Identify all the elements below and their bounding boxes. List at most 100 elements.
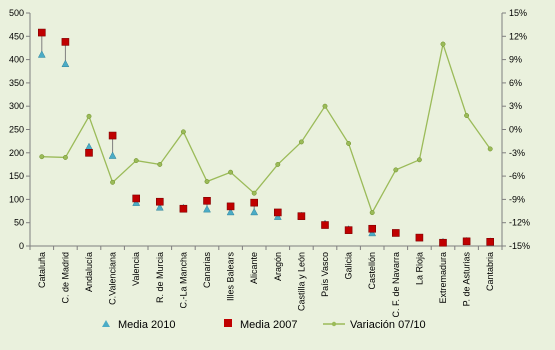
media-2010-point xyxy=(132,198,141,206)
x-tick-label: R. de Murcia xyxy=(155,252,165,303)
left-tick-label: 0 xyxy=(19,241,24,251)
left-tick-label: 300 xyxy=(9,101,24,111)
x-tick-label: Aragón xyxy=(273,252,283,281)
legend-marker-2010 xyxy=(102,320,110,327)
variation-point xyxy=(180,129,186,135)
media-2007-point xyxy=(61,38,70,46)
variation-point xyxy=(228,169,234,175)
x-tick-label: Castellón xyxy=(367,252,377,290)
variation-point xyxy=(322,103,328,109)
media-2010-point xyxy=(85,142,93,150)
right-tick-label: -6% xyxy=(509,171,525,181)
right-tick-label: -15% xyxy=(509,241,530,251)
right-tick-label: 9% xyxy=(509,55,522,65)
right-tick-label: 12% xyxy=(509,31,527,41)
variation-point xyxy=(133,158,139,164)
right-tick-label: 15% xyxy=(509,8,527,18)
x-tick-label: Alicante xyxy=(249,252,259,284)
right-tick-label: -9% xyxy=(509,194,525,204)
media-2007-point xyxy=(132,194,140,203)
x-tick-label: País Vasco xyxy=(320,252,330,297)
axes: 0 50 100 150 200 250 300 350 400 450 500 -15% -12% -9… xyxy=(9,8,530,318)
variation-point xyxy=(346,141,352,146)
media-2007-point xyxy=(486,238,495,246)
media-2007-point xyxy=(462,237,471,246)
media-2007-point xyxy=(108,131,117,140)
x-tick-label: Illes Balears xyxy=(226,252,236,302)
x-tick-label: Galicia xyxy=(344,252,354,280)
media-2010-point xyxy=(37,50,46,58)
media-2007-point xyxy=(439,238,447,247)
x-tick-label: Cantabria xyxy=(485,252,495,291)
media-2007-point xyxy=(85,149,93,157)
right-tick-label: 6% xyxy=(509,78,522,88)
variation-point xyxy=(275,162,281,167)
legend: Media 2010 Media 2007 Variación 07/10 xyxy=(102,319,426,331)
media-2007-point xyxy=(368,224,377,233)
legend-label-variation: Variación 07/10 xyxy=(350,319,426,331)
media-2010-point xyxy=(273,212,282,220)
variation-point xyxy=(393,167,399,173)
media-2010-point xyxy=(155,203,164,211)
legend-marker-2007 xyxy=(224,319,232,327)
variation-line xyxy=(41,41,491,215)
media-2010-point xyxy=(108,151,117,159)
variation-point xyxy=(157,162,163,167)
media-2010-point xyxy=(203,205,211,213)
variation-point xyxy=(204,179,210,184)
media-2007-point xyxy=(203,196,211,205)
media-2007-point xyxy=(344,226,353,234)
left-tick-label: 350 xyxy=(9,78,24,88)
legend-marker-variation xyxy=(331,321,337,327)
x-tick-label: P. de Asturias xyxy=(462,252,472,307)
media-2007-point xyxy=(297,212,306,220)
variation-point xyxy=(416,157,422,163)
media-2007-point xyxy=(415,233,424,242)
variation-point xyxy=(298,139,304,145)
right-tick-label: -3% xyxy=(509,148,525,158)
media-2007-point xyxy=(391,229,400,237)
variation-point xyxy=(487,146,493,152)
media-2007-point xyxy=(321,221,329,229)
left-tick-label: 400 xyxy=(9,55,24,65)
marker-series xyxy=(37,28,495,247)
x-tick-label: C.Valenciana xyxy=(108,252,118,305)
media-2007-point xyxy=(37,28,46,37)
x-tick-label: Andalucía xyxy=(84,252,94,292)
x-tick-label: Valencia xyxy=(131,252,141,286)
left-tick-label: 250 xyxy=(9,125,24,135)
right-tick-label: 0% xyxy=(509,125,522,135)
left-tick-label: 50 xyxy=(14,218,24,228)
left-tick-label: 200 xyxy=(9,148,24,158)
x-tick-label: C. F. de Navarra xyxy=(391,252,401,318)
variation-point xyxy=(369,210,375,216)
x-tick-label: La Rioja xyxy=(414,252,424,285)
media-2010-point xyxy=(226,207,235,216)
variation-point xyxy=(440,41,446,47)
variation-point xyxy=(62,155,68,160)
variation-point xyxy=(251,190,257,196)
x-tick-label: Extremadura xyxy=(438,252,448,304)
right-tick-label: -12% xyxy=(509,218,530,228)
variation-point xyxy=(464,113,470,118)
media-2010-point xyxy=(250,207,259,216)
media-2007-point xyxy=(250,198,258,207)
variation-series xyxy=(39,41,493,216)
media-2007-point xyxy=(179,204,188,213)
x-tick-label: C.-La Mancha xyxy=(178,252,188,309)
variation-point xyxy=(110,179,116,185)
media-2010-point xyxy=(61,59,70,68)
variation-point xyxy=(39,154,45,160)
variation-point xyxy=(86,113,92,119)
x-tick-label: C. de Madrid xyxy=(60,252,70,304)
left-tick-label: 150 xyxy=(9,171,24,181)
media-2007-point xyxy=(156,197,164,206)
media-2007-point xyxy=(273,208,282,217)
x-tick-label: Canarias xyxy=(202,252,212,289)
legend-label-2010: Media 2010 xyxy=(118,319,176,331)
legend-label-2007: Media 2007 xyxy=(240,319,298,331)
left-tick-label: 450 xyxy=(9,31,24,41)
media-2007-point xyxy=(226,202,235,211)
left-tick-label: 100 xyxy=(9,194,24,204)
